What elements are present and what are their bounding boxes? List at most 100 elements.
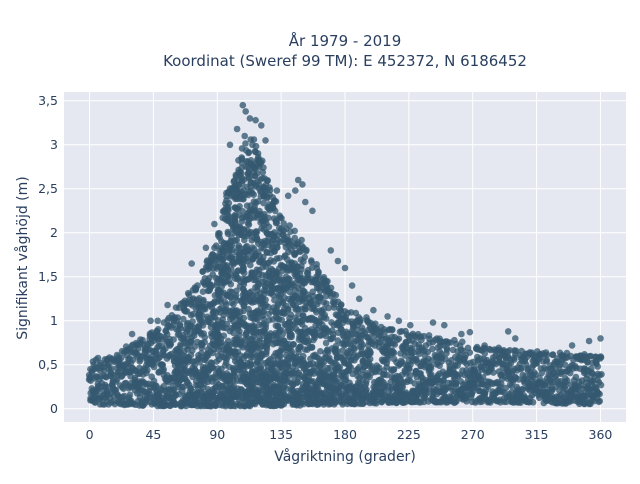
data-point bbox=[284, 363, 292, 370]
data-point bbox=[420, 332, 428, 340]
data-point bbox=[436, 348, 444, 355]
data-point bbox=[265, 214, 272, 222]
data-point bbox=[170, 336, 177, 343]
x-tick-label: 180 bbox=[333, 427, 357, 442]
data-point bbox=[461, 354, 469, 362]
data-point bbox=[260, 164, 267, 171]
data-point bbox=[299, 352, 307, 360]
data-point bbox=[395, 335, 403, 343]
chart-title-line1: År 1979 - 2019 bbox=[289, 31, 402, 50]
data-point bbox=[486, 345, 493, 353]
data-point bbox=[239, 101, 247, 109]
data-point bbox=[253, 170, 261, 177]
data-point bbox=[337, 390, 345, 397]
data-point bbox=[216, 230, 223, 237]
data-point bbox=[372, 320, 379, 328]
data-point bbox=[366, 355, 374, 363]
data-point bbox=[322, 339, 330, 347]
x-tick-label: 45 bbox=[145, 427, 161, 442]
data-point bbox=[275, 293, 283, 301]
data-point bbox=[160, 346, 167, 354]
data-point bbox=[164, 301, 171, 309]
data-point bbox=[212, 242, 220, 249]
data-point bbox=[292, 187, 299, 194]
data-point bbox=[325, 304, 333, 312]
data-point bbox=[303, 246, 310, 254]
data-point bbox=[198, 312, 206, 319]
data-point bbox=[370, 306, 377, 314]
data-point bbox=[330, 304, 338, 311]
data-point bbox=[154, 317, 161, 325]
y-tick-label: 2 bbox=[50, 225, 58, 240]
data-point bbox=[490, 369, 497, 376]
data-point bbox=[269, 291, 277, 299]
data-point bbox=[226, 141, 234, 149]
data-point bbox=[284, 192, 292, 200]
data-point bbox=[568, 342, 576, 349]
data-point bbox=[390, 366, 397, 373]
data-point bbox=[348, 282, 356, 289]
data-point bbox=[502, 384, 510, 392]
chart-title-line2: Koordinat (Sweref 99 TM): E 452372, N 61… bbox=[163, 52, 527, 70]
data-point bbox=[160, 366, 167, 373]
data-point bbox=[358, 343, 365, 351]
data-point bbox=[334, 347, 341, 355]
data-point bbox=[199, 288, 207, 296]
data-point bbox=[287, 331, 295, 339]
data-point bbox=[254, 198, 262, 205]
y-tick-label: 0,5 bbox=[38, 357, 58, 372]
data-point bbox=[265, 223, 273, 231]
data-point bbox=[466, 349, 474, 356]
data-point bbox=[201, 338, 208, 346]
data-point bbox=[452, 397, 459, 405]
data-point bbox=[596, 397, 603, 405]
data-point bbox=[250, 191, 257, 198]
data-point bbox=[271, 207, 279, 215]
data-point bbox=[596, 355, 604, 362]
data-point bbox=[227, 281, 235, 288]
data-point bbox=[147, 317, 154, 325]
data-point bbox=[232, 292, 240, 299]
data-point bbox=[479, 374, 487, 381]
data-point bbox=[225, 199, 233, 207]
data-point bbox=[258, 122, 265, 129]
data-point bbox=[262, 296, 269, 304]
data-point bbox=[180, 315, 187, 323]
data-point bbox=[427, 365, 435, 372]
data-point bbox=[236, 203, 243, 210]
data-point bbox=[291, 227, 299, 235]
data-point bbox=[112, 378, 120, 385]
y-tick-label: 3,5 bbox=[38, 93, 58, 108]
y-tick-label: 1,5 bbox=[38, 269, 58, 284]
data-point bbox=[126, 391, 134, 399]
data-point bbox=[407, 372, 414, 379]
data-point bbox=[107, 365, 115, 372]
data-point bbox=[208, 282, 216, 290]
data-point bbox=[556, 363, 563, 370]
data-point bbox=[302, 198, 309, 206]
x-axis-title: Vågriktning (grader) bbox=[274, 448, 416, 465]
data-point bbox=[395, 317, 403, 325]
data-point bbox=[351, 357, 358, 364]
x-tick-label: 90 bbox=[209, 427, 225, 442]
data-point bbox=[452, 380, 460, 388]
data-point bbox=[441, 321, 448, 329]
data-point bbox=[357, 316, 364, 323]
data-point bbox=[585, 337, 593, 345]
data-point bbox=[549, 351, 556, 359]
data-point bbox=[254, 316, 261, 323]
data-point bbox=[236, 327, 243, 335]
data-point bbox=[314, 300, 321, 308]
data-point bbox=[264, 177, 271, 184]
data-point bbox=[427, 370, 435, 378]
data-point bbox=[308, 258, 315, 266]
data-point bbox=[338, 301, 345, 308]
data-point bbox=[196, 359, 203, 366]
data-point bbox=[239, 208, 247, 215]
x-tick-label: 360 bbox=[589, 427, 613, 442]
data-point bbox=[512, 335, 519, 342]
data-point bbox=[458, 330, 465, 338]
data-point bbox=[598, 371, 605, 378]
data-point bbox=[299, 181, 306, 188]
